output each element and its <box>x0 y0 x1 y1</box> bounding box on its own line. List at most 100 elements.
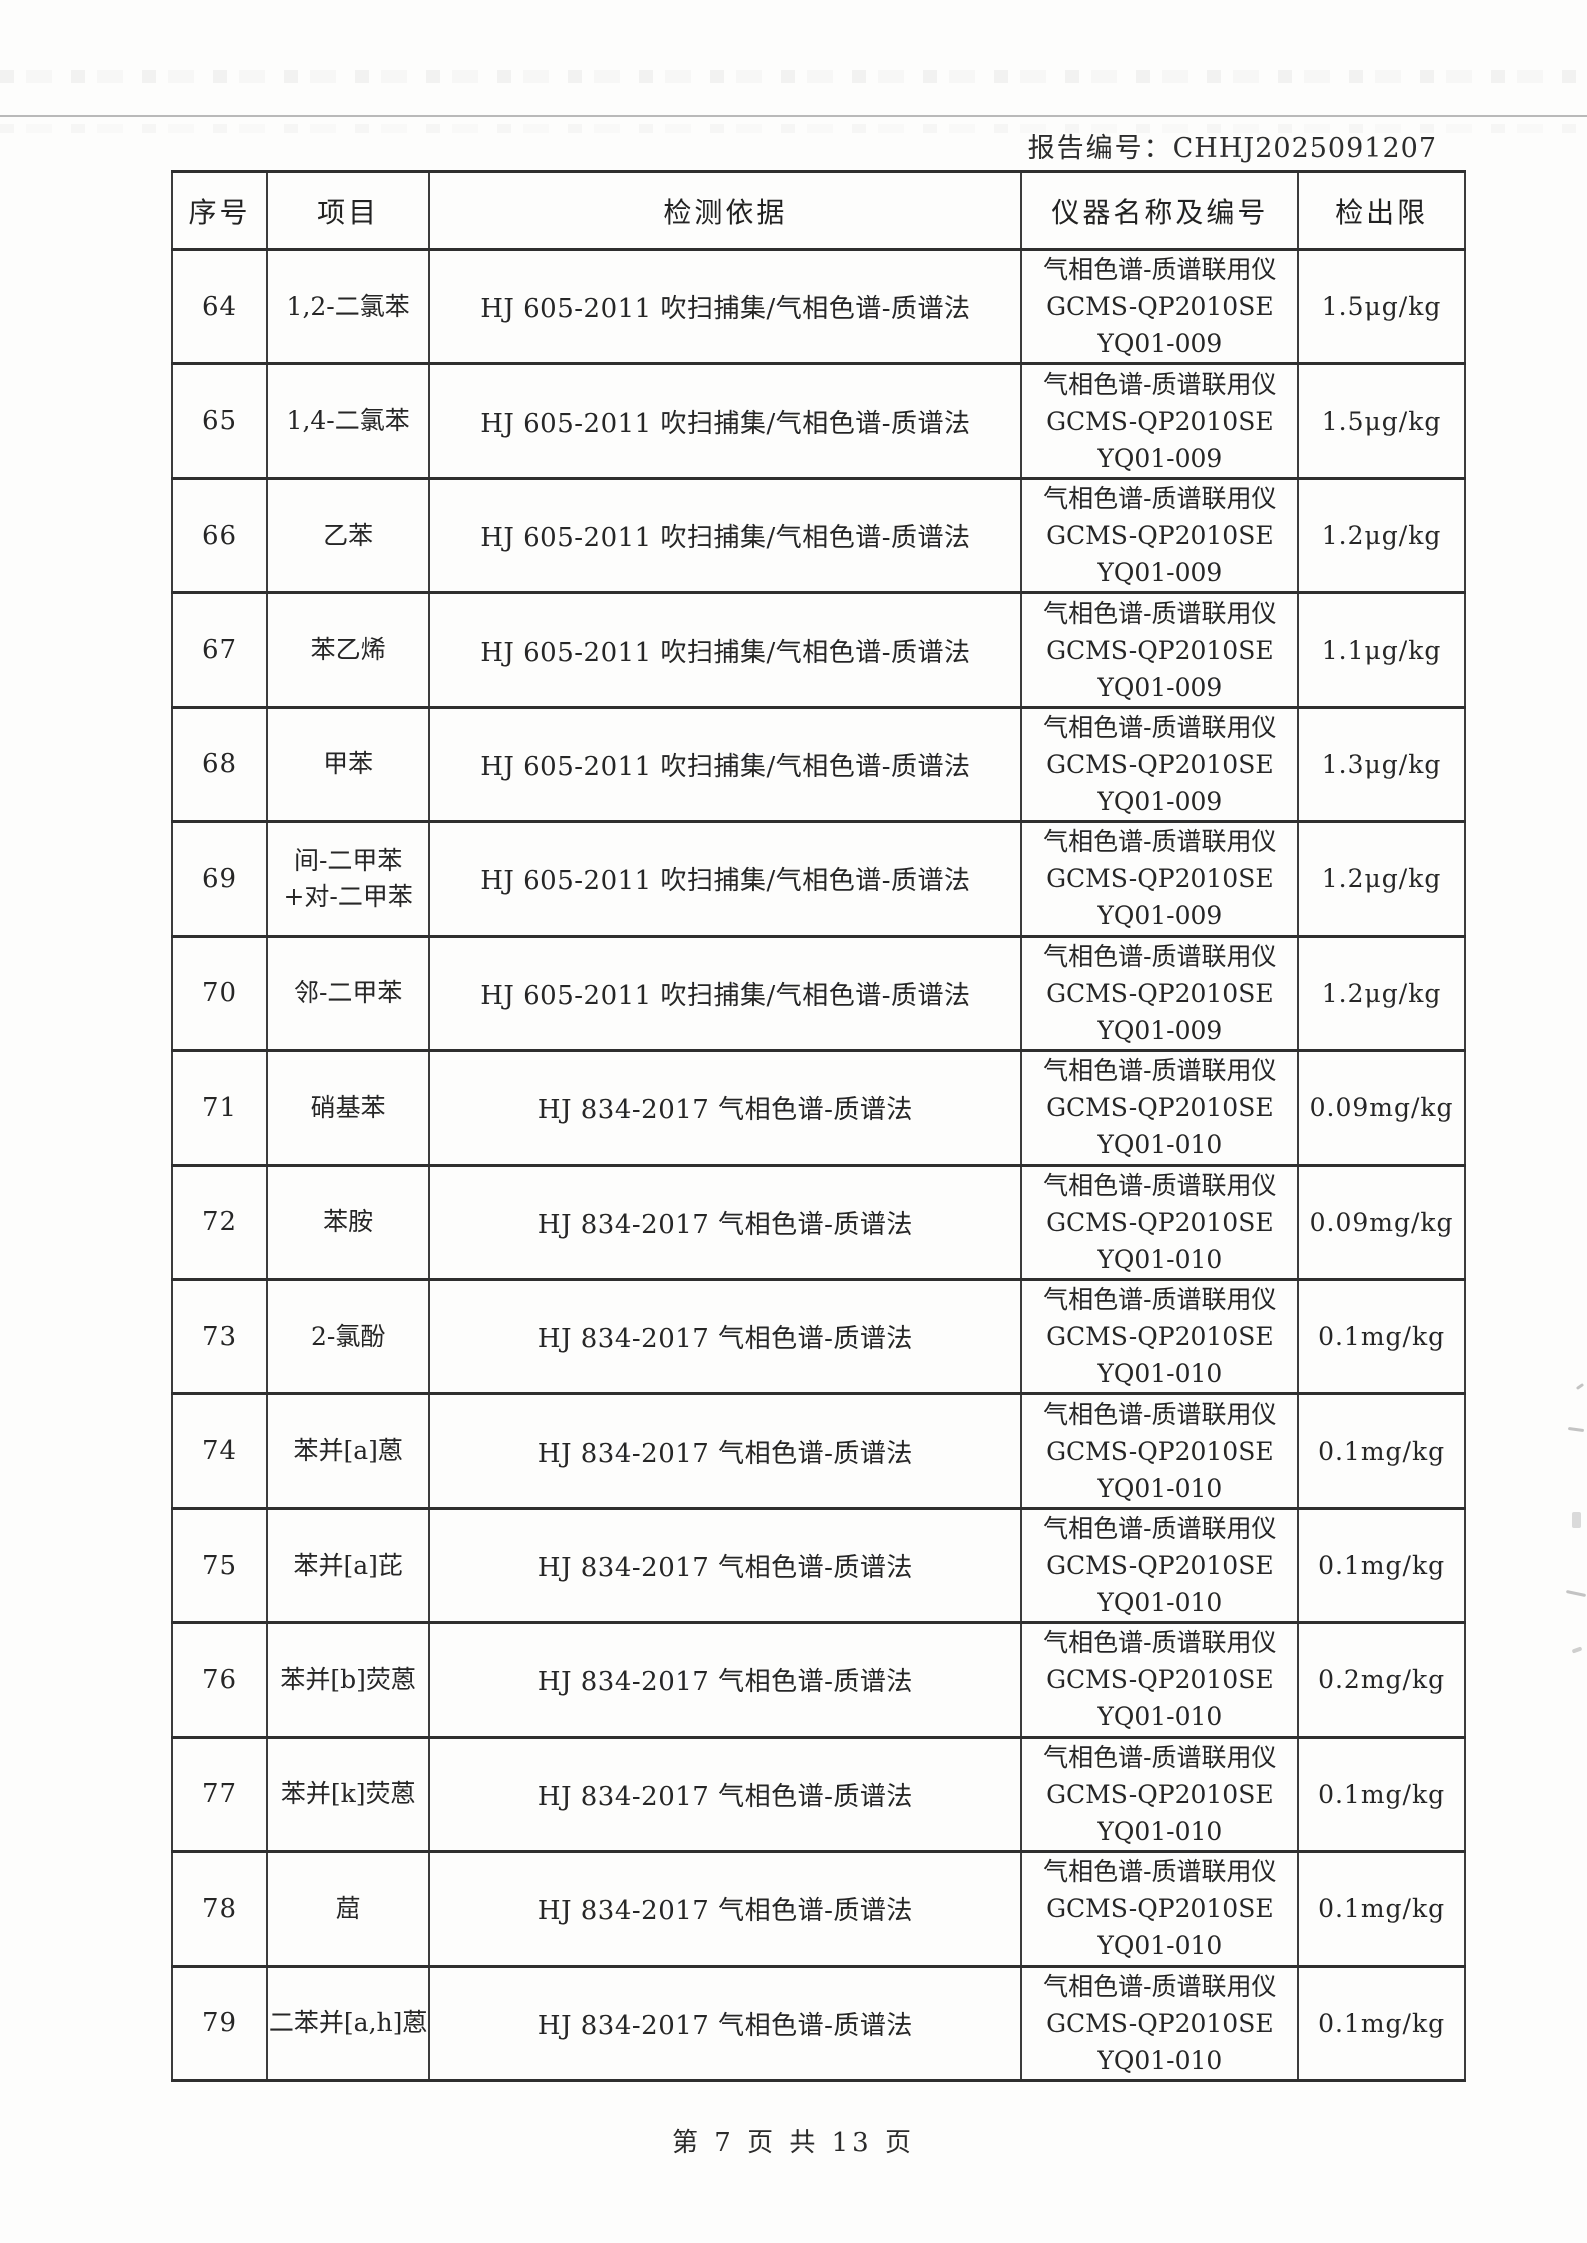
cell-seq: 68 <box>170 705 269 824</box>
table-row: 76 苯并[b]荧蒽 HJ 834-2017 气相色谱-质谱法 气相色谱-质谱联用仪 G… <box>170 1621 1466 1739</box>
cell-limit: 0.09mg/kg <box>1297 1163 1466 1281</box>
cell-seq: 78 <box>170 1850 269 1968</box>
page-footer: 第 7 页 共 13 页 <box>672 2128 915 2158</box>
cell-seq: 70 <box>170 934 269 1053</box>
cell-seq: 66 <box>170 476 269 595</box>
table-header-row: 序号 项目 检测依据 仪器名称及编号 检出限 <box>170 170 1466 251</box>
instrument-serial: YQ01-009 <box>1097 329 1223 359</box>
cell-item: 甲苯 <box>266 705 431 824</box>
table-row: 71 硝基苯 HJ 834-2017 气相色谱-质谱法 气相色谱-质谱联用仪 GCMS-… <box>170 1049 1466 1167</box>
instrument-instrument: 气相色谱-质谱联用仪 <box>1043 1056 1277 1086</box>
table-row: 66 乙苯 HJ 605-2011 吹扫捕集/气相色谱-质谱法 气相色谱-质谱联用仪 G… <box>170 476 1466 595</box>
cell-item: 苯并[k]荧蒽 <box>266 1735 431 1854</box>
cell-method: HJ 834-2017 气相色谱-质谱法 <box>428 1506 1023 1625</box>
cell-method: HJ 605-2011 吹扫捕集/气相色谱-质谱法 <box>428 362 1023 480</box>
scan-smudge <box>1572 1512 1581 1528</box>
cell-seq: 65 <box>170 362 269 480</box>
cell-limit: 0.09mg/kg <box>1297 1049 1466 1167</box>
cell-method: HJ 605-2011 吹扫捕集/气相色谱-质谱法 <box>428 247 1023 366</box>
table-row: 64 1,2-二氯苯 HJ 605-2011 吹扫捕集/气相色谱-质谱法 气相色谱-质… <box>170 247 1466 366</box>
instrument-serial: YQ01-009 <box>1097 672 1223 702</box>
cell-item: 邻-二甲苯 <box>266 934 431 1053</box>
scan-smudge <box>1571 1646 1583 1654</box>
instrument-serial: YQ01-010 <box>1097 1244 1223 1274</box>
instrument-serial: YQ01-010 <box>1097 1130 1223 1160</box>
cell-item: 1,4-二氯苯 <box>266 362 431 480</box>
cell-seq: 71 <box>170 1049 269 1167</box>
table-body: 64 1,2-二氯苯 HJ 605-2011 吹扫捕集/气相色谱-质谱法 气相色谱-质… <box>170 247 1466 2083</box>
instrument-model: GCMS-QP2010SE <box>1046 1093 1274 1123</box>
cell-seq: 74 <box>170 1392 269 1510</box>
test-items-table: 序号 项目 检测依据 仪器名称及编号 检出限 64 1,2-二氯苯 HJ 605-2… <box>170 170 1466 2083</box>
cell-instrument: 气相色谱-质谱联用仪 GCMS-QP2010SE YQ01-009 <box>1020 820 1300 938</box>
instrument-instrument: 气相色谱-质谱联用仪 <box>1043 1742 1277 1772</box>
cell-instrument: 气相色谱-质谱联用仪 GCMS-QP2010SE YQ01-010 <box>1020 1506 1300 1625</box>
cell-method: HJ 834-2017 气相色谱-质谱法 <box>428 1735 1023 1854</box>
table-row: 77 苯并[k]荧蒽 HJ 834-2017 气相色谱-质谱法 气相色谱-质谱联用仪 G… <box>170 1735 1466 1854</box>
instrument-serial: YQ01-010 <box>1097 1931 1223 1961</box>
instrument-instrument: 气相色谱-质谱联用仪 <box>1043 484 1277 514</box>
cell-item: 间-二甲苯+对-二甲苯 <box>266 820 431 938</box>
instrument-model: GCMS-QP2010SE <box>1046 292 1274 322</box>
cell-method: HJ 834-2017 气相色谱-质谱法 <box>428 1277 1023 1396</box>
table-row: 69 间-二甲苯+对-二甲苯 HJ 605-2011 吹扫捕集/气相色谱-质谱法 气相… <box>170 820 1466 938</box>
cell-method: HJ 605-2011 吹扫捕集/气相色谱-质谱法 <box>428 591 1023 709</box>
table-row: 75 苯并[a]芘 HJ 834-2017 气相色谱-质谱法 气相色谱-质谱联用仪 GC… <box>170 1506 1466 1625</box>
cell-seq: 77 <box>170 1735 269 1854</box>
scan-noise-band <box>0 124 1587 133</box>
instrument-instrument: 气相色谱-质谱联用仪 <box>1043 712 1277 742</box>
instrument-instrument: 气相色谱-质谱联用仪 <box>1043 1857 1277 1887</box>
table-row: 72 苯胺 HJ 834-2017 气相色谱-质谱法 气相色谱-质谱联用仪 GCMS-Q… <box>170 1163 1466 1281</box>
cell-seq: 73 <box>170 1277 269 1396</box>
instrument-serial: YQ01-010 <box>1097 1816 1223 1846</box>
table-row: 73 2-氯酚 HJ 834-2017 气相色谱-质谱法 气相色谱-质谱联用仪 GCMS… <box>170 1277 1466 1396</box>
instrument-model: GCMS-QP2010SE <box>1046 1894 1274 1924</box>
instrument-instrument: 气相色谱-质谱联用仪 <box>1043 598 1277 628</box>
cell-instrument: 气相色谱-质谱联用仪 GCMS-QP2010SE YQ01-010 <box>1020 1850 1300 1968</box>
instrument-serial: YQ01-010 <box>1097 1359 1223 1389</box>
header-seq: 序号 <box>170 170 269 251</box>
cell-item: 䓛 <box>266 1850 431 1968</box>
instrument-model: GCMS-QP2010SE <box>1046 864 1274 894</box>
instrument-instrument: 气相色谱-质谱联用仪 <box>1043 1514 1277 1544</box>
cell-item: 苯并[a]芘 <box>266 1506 431 1625</box>
instrument-model: GCMS-QP2010SE <box>1046 2008 1274 2038</box>
header-method: 检测依据 <box>428 170 1023 251</box>
cell-limit: 1.3μg/kg <box>1297 705 1466 824</box>
cell-method: HJ 605-2011 吹扫捕集/气相色谱-质谱法 <box>428 476 1023 595</box>
instrument-model: GCMS-QP2010SE <box>1046 1779 1274 1809</box>
scan-smudge <box>1565 1589 1587 1598</box>
instrument-model: GCMS-QP2010SE <box>1046 1551 1274 1581</box>
instrument-instrument: 气相色谱-质谱联用仪 <box>1043 1971 1277 2001</box>
instrument-serial: YQ01-010 <box>1097 1588 1223 1618</box>
instrument-model: GCMS-QP2010SE <box>1046 521 1274 551</box>
cell-seq: 79 <box>170 1964 269 2083</box>
cell-instrument: 气相色谱-质谱联用仪 GCMS-QP2010SE YQ01-010 <box>1020 1735 1300 1854</box>
cell-seq: 64 <box>170 247 269 366</box>
cell-method: HJ 834-2017 气相色谱-质谱法 <box>428 1621 1023 1739</box>
instrument-model: GCMS-QP2010SE <box>1046 978 1274 1008</box>
instrument-serial: YQ01-009 <box>1097 786 1223 816</box>
instrument-model: GCMS-QP2010SE <box>1046 1207 1274 1237</box>
instrument-instrument: 气相色谱-质谱联用仪 <box>1043 1399 1277 1429</box>
instrument-instrument: 气相色谱-质谱联用仪 <box>1043 369 1277 399</box>
cell-seq: 67 <box>170 591 269 709</box>
cell-seq: 75 <box>170 1506 269 1625</box>
cell-instrument: 气相色谱-质谱联用仪 GCMS-QP2010SE YQ01-009 <box>1020 705 1300 824</box>
instrument-instrument: 气相色谱-质谱联用仪 <box>1043 827 1277 857</box>
instrument-instrument: 气相色谱-质谱联用仪 <box>1043 1285 1277 1315</box>
cell-item: 2-氯酚 <box>266 1277 431 1396</box>
cell-limit: 1.2μg/kg <box>1297 820 1466 938</box>
table-row: 67 苯乙烯 HJ 605-2011 吹扫捕集/气相色谱-质谱法 气相色谱-质谱联用仪… <box>170 591 1466 709</box>
cell-limit: 0.1mg/kg <box>1297 1735 1466 1854</box>
cell-item: 硝基苯 <box>266 1049 431 1167</box>
instrument-serial: YQ01-010 <box>1097 2045 1223 2075</box>
cell-method: HJ 834-2017 气相色谱-质谱法 <box>428 1850 1023 1968</box>
cell-item: 乙苯 <box>266 476 431 595</box>
cell-limit: 1.1μg/kg <box>1297 591 1466 709</box>
cell-limit: 0.2mg/kg <box>1297 1621 1466 1739</box>
report-number-value: CHHJ2025091207 <box>1172 133 1437 164</box>
header-limit: 检出限 <box>1297 170 1466 251</box>
instrument-instrument: 气相色谱-质谱联用仪 <box>1043 255 1277 285</box>
cell-method: HJ 605-2011 吹扫捕集/气相色谱-质谱法 <box>428 820 1023 938</box>
